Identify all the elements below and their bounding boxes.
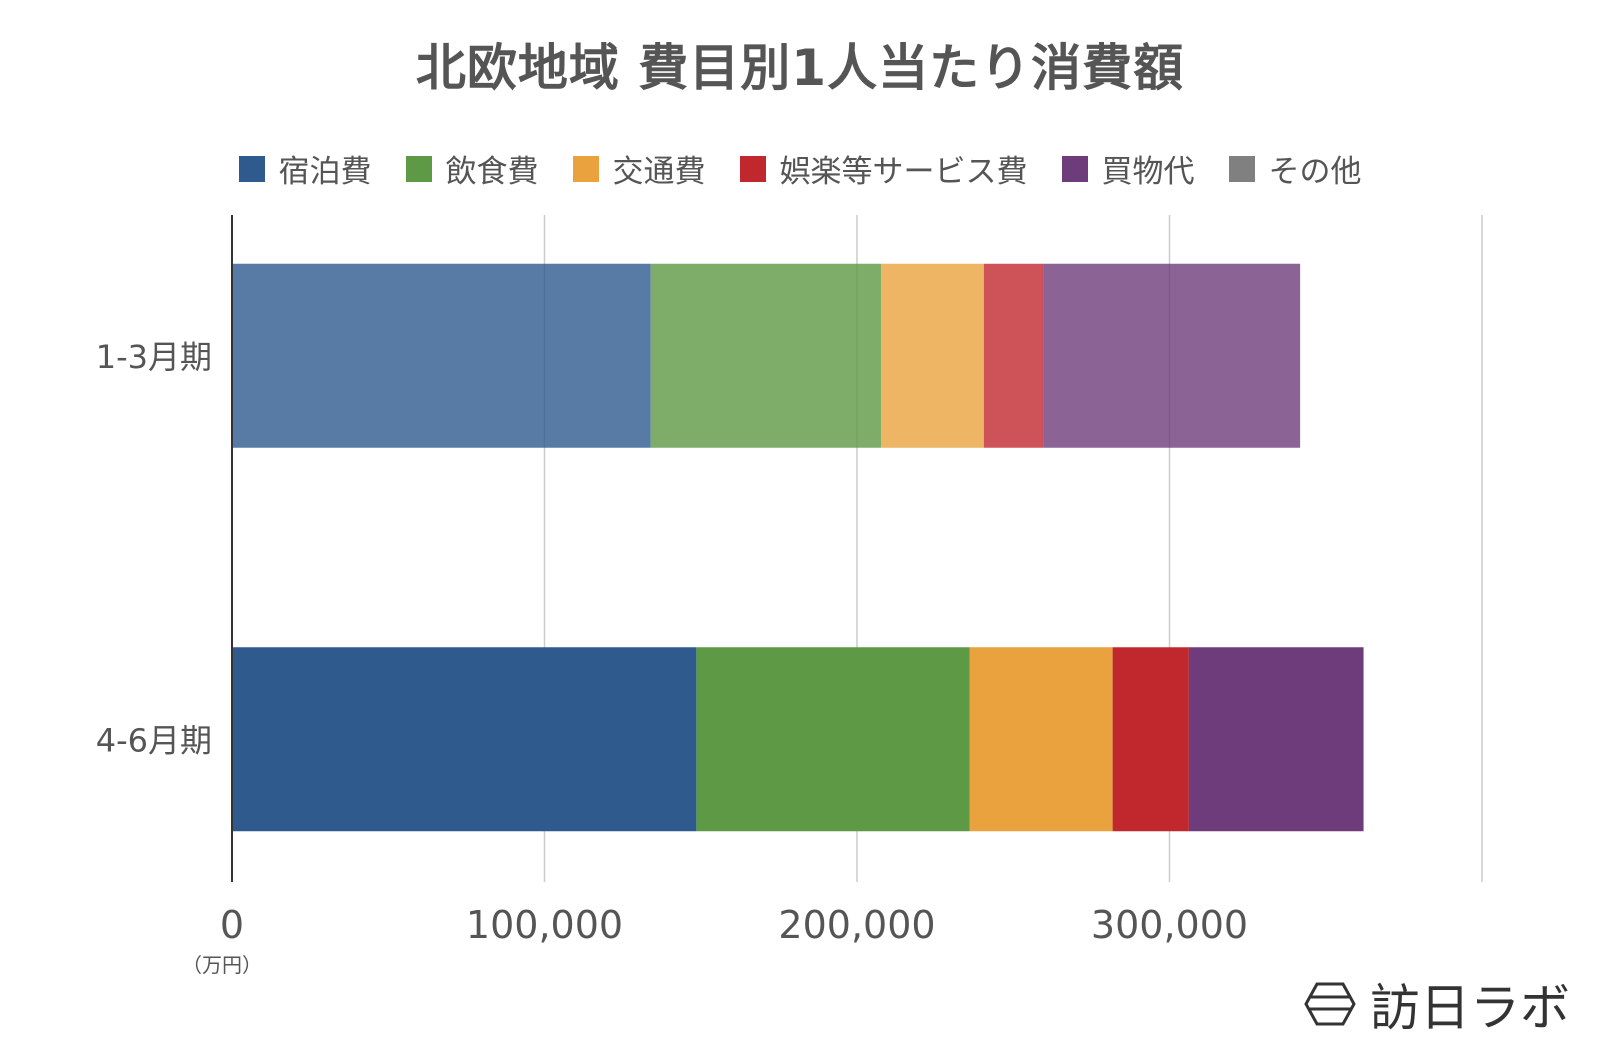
legend-swatch [1228,155,1255,182]
logo-text: 訪日ラボ [1370,979,1570,1037]
legend-item: 買物代 [1061,146,1195,191]
legend-swatch [238,155,265,182]
bar-segment [983,263,1044,448]
legend-label: 飲食費 [445,154,539,190]
legend: 宿泊費 飲食費 交通費 娯楽等サービス費 買物代 その他 [0,146,1600,191]
x-tick-label: 300,000 [1091,903,1248,947]
hexagon-logo-icon [1304,982,1356,1026]
chart-title: 北欧地域 費目別1人当たり消費額 [415,39,1185,97]
legend-swatch [739,155,766,182]
bar-segment [650,263,882,448]
category-label: 1-3月期 [96,338,212,376]
x-unit-label: （万円） [182,953,262,977]
category-label: 4-6月期 [96,721,212,759]
bar-segment [232,647,697,832]
brand-logo: 訪日ラボ [1304,968,1570,1040]
bar-segment [696,647,970,832]
bar-segment [232,263,651,448]
legend-label: 娯楽等サービス費 [779,154,1028,190]
legend-label: その他 [1268,154,1362,190]
legend-item: その他 [1228,146,1362,191]
x-tick-label: 100,000 [466,903,623,947]
legend-label: 宿泊費 [278,154,372,190]
x-tick-label: 200,000 [778,903,935,947]
legend-swatch [1061,155,1088,182]
legend-item: 交通費 [572,146,706,191]
bar-segment [1112,647,1189,832]
bar-segment [881,263,984,448]
legend-label: 交通費 [612,154,706,190]
legend-item: 娯楽等サービス費 [739,146,1028,191]
legend-swatch [405,155,432,182]
bar-segment [969,647,1113,832]
legend-swatch [572,155,599,182]
x-tick-label: 0 [220,903,244,947]
legend-item: 飲食費 [405,146,539,191]
legend-label: 買物代 [1101,154,1195,190]
bar-segment [1043,263,1301,448]
bar-segment [1188,647,1364,832]
legend-item: 宿泊費 [238,146,372,191]
